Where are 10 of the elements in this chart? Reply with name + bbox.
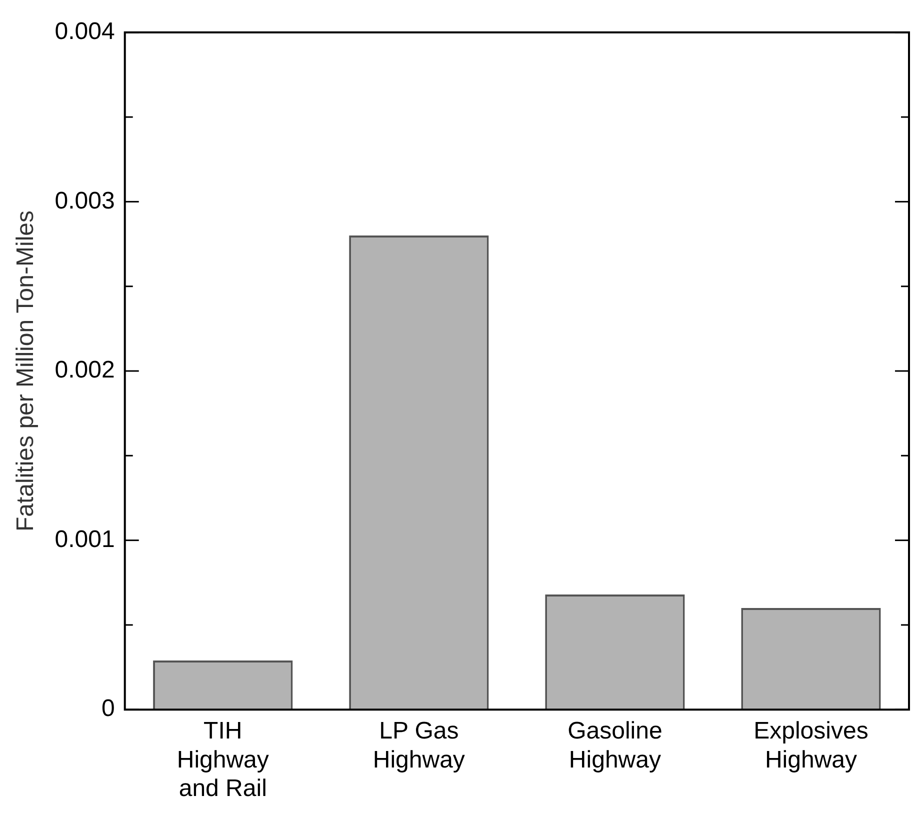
- y-tick-label: 0.002: [54, 356, 115, 384]
- y-tick-label: 0: [102, 695, 115, 722]
- y-axis-title: Fatalities per Million Ton-Miles: [12, 210, 40, 532]
- y-tick-label: 0.001: [54, 526, 115, 553]
- y-tick-label: 0.003: [54, 187, 115, 214]
- x-tick-label: TIH Highway and Rail: [176, 718, 269, 802]
- x-tick-label: Gasoline Highway: [568, 718, 662, 774]
- x-tick-label: Explosives Highway: [754, 718, 868, 774]
- x-tick-label: LP Gas Highway: [372, 718, 465, 774]
- y-tick-label: 0.004: [54, 18, 115, 46]
